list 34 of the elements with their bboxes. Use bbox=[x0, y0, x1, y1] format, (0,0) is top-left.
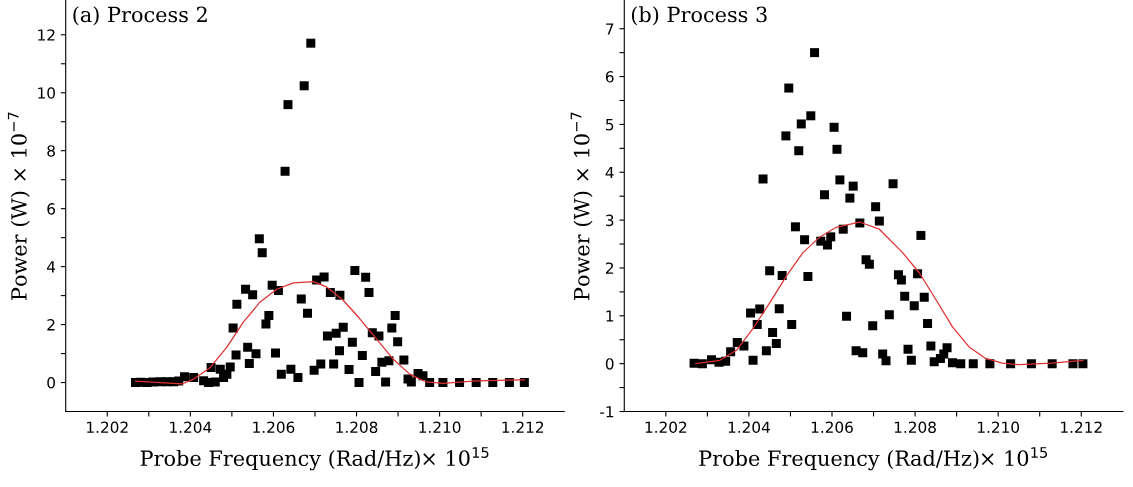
x-tick-label: 1.208 bbox=[894, 421, 936, 434]
x-tick-label: 1.206 bbox=[253, 421, 295, 434]
y-tick-label: 0 bbox=[605, 358, 614, 370]
x-tick-label: 1.212 bbox=[1061, 421, 1102, 433]
y-tick-label: 8 bbox=[47, 145, 55, 157]
chart-title: (b) Process 3 bbox=[631, 6, 767, 26]
y-axis-title: Power (W) × 10$^{−7}$ bbox=[7, 112, 30, 300]
y-tick-label: 12 bbox=[38, 29, 55, 41]
y-tick-label: 5 bbox=[606, 119, 614, 131]
x-tick-label: 1.204 bbox=[170, 421, 212, 434]
chart-title: (a) Process 2 bbox=[73, 6, 207, 26]
y-tick-label: 4 bbox=[47, 261, 56, 273]
x-axis-title: Probe Frequency (Rad/Hz)× 10$^{15}$ bbox=[699, 447, 1048, 471]
y-tick-label: 10 bbox=[38, 87, 55, 99]
x-tick-label: 1.202 bbox=[87, 421, 128, 434]
y-tick-label: 1 bbox=[606, 310, 614, 322]
x-tick-label: 1.204 bbox=[728, 421, 770, 434]
y-axis-title: Power (W) × 10$^{−7}$ bbox=[570, 112, 593, 300]
y-tick-label: 2 bbox=[605, 262, 614, 274]
x-tick-label: 1.202 bbox=[645, 421, 687, 434]
y-tick-label: 6 bbox=[47, 203, 56, 215]
y-tick-label: 7 bbox=[606, 23, 614, 35]
x-axis-title: Probe Frequency (Rad/Hz)× 10$^{15}$ bbox=[140, 447, 489, 471]
x-tick-label: 1.210 bbox=[419, 421, 461, 434]
x-tick-label: 1.212 bbox=[502, 421, 544, 433]
y-tick-label: 2 bbox=[47, 319, 55, 331]
x-tick-label: 1.206 bbox=[811, 421, 853, 434]
y-tick-label: 0 bbox=[47, 377, 55, 389]
y-tick-label: 3 bbox=[606, 214, 614, 227]
y-tick-label: 6 bbox=[605, 71, 614, 83]
y-tick-label: -1 bbox=[600, 406, 614, 418]
x-tick-label: 1.208 bbox=[336, 421, 378, 434]
y-tick-label: 4 bbox=[605, 166, 614, 179]
x-tick-label: 1.210 bbox=[977, 421, 1020, 434]
